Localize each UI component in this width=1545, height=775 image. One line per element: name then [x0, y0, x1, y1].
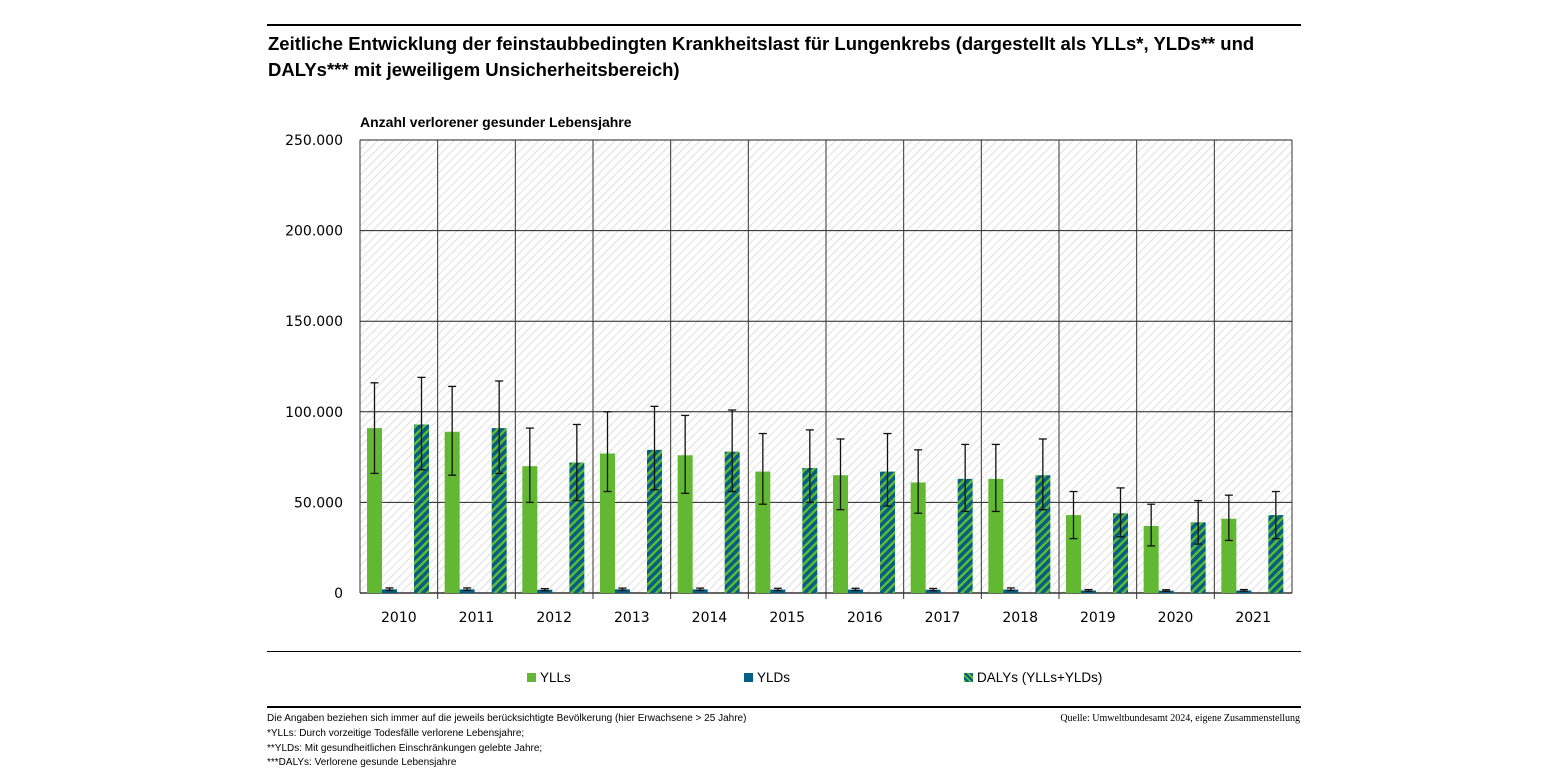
- footnote: *YLLs: Durch vorzeitige Todesfälle verlo…: [267, 728, 525, 739]
- x-tick-label: 2021: [1235, 610, 1271, 626]
- bar-yll: [1221, 518, 1237, 593]
- legend-daly: DALYs (YLLs+YLDs): [964, 670, 1102, 685]
- x-tick-label: 2020: [1158, 610, 1194, 626]
- bar-yll: [522, 466, 538, 593]
- legend-swatch-yld: [744, 673, 753, 682]
- footnote: Die Angaben beziehen sich immer auf die …: [267, 713, 747, 724]
- legend-swatch-yll: [527, 673, 536, 682]
- legend-rule: [267, 651, 1301, 652]
- bar-daly: [647, 449, 662, 593]
- bar-daly: [414, 424, 429, 593]
- bar-daly: [802, 467, 818, 593]
- y-tick-label: 100.000: [285, 405, 343, 421]
- source-note: Quelle: Umweltbundesamt 2024, eigene Zus…: [1060, 713, 1300, 724]
- x-tick-label: 2011: [459, 610, 495, 626]
- chart-title: Zeitliche Entwicklung der feinstaubbedin…: [268, 33, 1255, 80]
- bar-yll: [367, 428, 382, 593]
- legend-label: YLDs: [757, 670, 791, 685]
- top-rule: [267, 24, 1301, 26]
- footnote: ***DALYs: Verlorene gesunde Lebensjahre: [267, 757, 457, 768]
- x-tick-label: 2018: [1002, 610, 1038, 626]
- bar-yld: [459, 589, 475, 593]
- legend-yld: YLDs: [744, 670, 790, 685]
- bar-daly: [880, 471, 895, 593]
- x-tick-label: 2010: [381, 610, 417, 626]
- bar-yld: [537, 589, 553, 593]
- x-tick-label: 2015: [769, 610, 805, 626]
- bar-yld: [1003, 589, 1019, 593]
- legend-swatch-daly: [964, 673, 973, 682]
- y-tick-label: 150.000: [285, 314, 343, 330]
- bar-yll: [988, 478, 1004, 593]
- footnote: **YLDs: Mit gesundheitlichen Einschränku…: [267, 743, 543, 754]
- y-tick-label: 50.000: [294, 495, 343, 511]
- bar-yld: [382, 589, 397, 593]
- bar-daly: [1035, 475, 1051, 593]
- y-tick-label: 200.000: [285, 224, 343, 240]
- bar-yld: [848, 589, 863, 593]
- bar-yll: [1143, 525, 1159, 593]
- bar-chart: 0 50.000 100.000 150.000 200.000 250.000 2010 2…: [285, 133, 1293, 626]
- bar-yll: [755, 471, 771, 593]
- bar-yld: [770, 589, 786, 593]
- x-tick-label: 2013: [614, 610, 650, 626]
- bar-daly: [1113, 513, 1128, 593]
- x-tick-label: 2012: [536, 610, 572, 626]
- bar-daly: [724, 451, 740, 593]
- bar-yll: [444, 431, 460, 593]
- bar-daly: [957, 478, 973, 593]
- footer-rule: [267, 706, 1301, 708]
- bar-daly: [1268, 515, 1284, 593]
- bar-yll: [1066, 515, 1081, 593]
- y-axis-label: Anzahl verlorener gesunder Lebensjahre: [360, 114, 632, 130]
- bar-yll: [600, 453, 615, 593]
- x-tick-label: 2019: [1080, 610, 1116, 626]
- x-tick-label: 2014: [692, 610, 728, 626]
- y-tick-label: 250.000: [285, 133, 343, 149]
- bar-yll: [677, 455, 693, 593]
- bar-daly: [569, 462, 585, 593]
- y-tick-label: 0: [334, 586, 343, 602]
- x-tick-label: 2017: [925, 610, 961, 626]
- bar-daly: [491, 428, 507, 593]
- bar-yld: [692, 589, 708, 593]
- legend-label: YLLs: [540, 670, 571, 685]
- bar-yld: [615, 589, 630, 593]
- bar-yld: [925, 589, 941, 593]
- bar-daly: [1190, 522, 1206, 593]
- legend-yll: YLLs: [527, 670, 571, 685]
- x-tick-label: 2016: [847, 610, 883, 626]
- bar-yll: [833, 475, 848, 593]
- bar-yll: [910, 482, 926, 593]
- legend-label: DALYs (YLLs+YLDs): [977, 670, 1103, 685]
